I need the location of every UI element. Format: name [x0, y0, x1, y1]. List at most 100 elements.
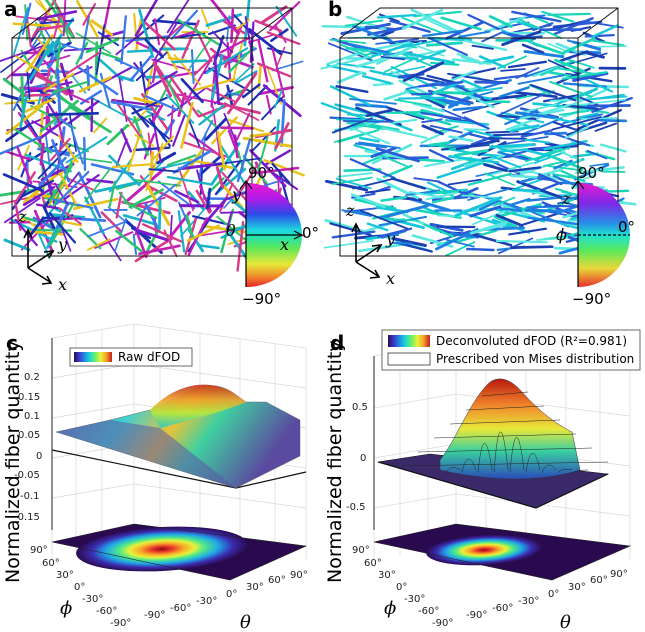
- fiber: [364, 188, 391, 194]
- fiber: [361, 74, 392, 85]
- fiber: [2, 173, 44, 193]
- fiber: [421, 118, 443, 124]
- fiber: [420, 111, 462, 121]
- fiber: [429, 124, 463, 134]
- fiber: [391, 241, 413, 245]
- fiber: [450, 160, 474, 171]
- legend-label-c: Raw dFOD: [118, 350, 180, 364]
- fiber: [29, 216, 45, 236]
- panel-label-d: d: [330, 331, 344, 355]
- svg-text:-60°: -60°: [418, 606, 439, 617]
- fiber: [111, 163, 151, 169]
- svg-text:-90°: -90°: [432, 618, 453, 629]
- fiber: [168, 74, 200, 118]
- fiber: [519, 165, 547, 176]
- fiber: [185, 214, 194, 238]
- fiber: [483, 195, 524, 211]
- fiber: [142, 223, 183, 243]
- fiber: [99, 72, 112, 109]
- fiber: [461, 194, 502, 200]
- fiber: [193, 52, 217, 76]
- fiber: [387, 110, 422, 114]
- fiber: [134, 236, 175, 263]
- fiber: [270, 28, 289, 43]
- fiber: [556, 149, 582, 162]
- fiber: [390, 118, 418, 124]
- fiber: [86, 65, 91, 91]
- fiber: [458, 30, 491, 38]
- fiber: [130, 104, 150, 128]
- fiber: [514, 19, 536, 29]
- fiber: [70, 128, 84, 165]
- fiber: [249, 132, 272, 138]
- fiber: [408, 191, 446, 199]
- fiber: [487, 154, 522, 169]
- legend-c: [69, 347, 193, 367]
- fiber: [3, 47, 43, 82]
- fiber: [48, 212, 77, 244]
- fiber: [37, 144, 72, 180]
- fiber: [0, 136, 41, 156]
- fiber: [383, 57, 416, 73]
- fiber: [180, 101, 194, 149]
- fiber: [325, 179, 369, 192]
- fiber: [275, 5, 298, 37]
- fiber: [226, 72, 258, 115]
- fiber: [448, 155, 500, 164]
- zticks-d: 0.5 0 -0.5: [346, 402, 368, 513]
- fiber: [426, 74, 459, 85]
- fiber: [104, 30, 126, 38]
- fiber: [500, 68, 526, 72]
- fiber: [146, 184, 171, 226]
- fiber: [261, 5, 288, 24]
- mesh-line: [461, 458, 477, 473]
- fiber: [471, 209, 507, 226]
- fiber: [131, 96, 168, 115]
- dfod-peak-d: [439, 378, 581, 480]
- fiber: [576, 112, 599, 120]
- fiber: [378, 13, 400, 23]
- fiber: [321, 24, 370, 29]
- fiber: [186, 224, 221, 242]
- fiber: [340, 22, 392, 36]
- fiber: [157, 180, 196, 210]
- svg-text:0°: 0°: [226, 589, 237, 600]
- panel-label-a: a: [4, 0, 18, 21]
- fiber: [235, 112, 251, 142]
- fiber: [335, 85, 369, 94]
- svg-text:-30°: -30°: [82, 594, 103, 605]
- legend-label-vonmises: Prescribed von Mises distribution: [436, 352, 634, 366]
- fiber: [51, 80, 89, 94]
- fiber: [448, 135, 474, 143]
- fiber: [554, 58, 585, 73]
- fiber: [36, 10, 78, 21]
- mesh-line: [465, 405, 545, 411]
- fiber: [359, 209, 409, 230]
- fiber: [451, 58, 492, 65]
- svg-text:-60°: -60°: [492, 603, 513, 614]
- mesh-line: [525, 452, 541, 473]
- fiber: [145, 95, 179, 112]
- svg-text:60°: 60°: [268, 575, 286, 586]
- fiber: [599, 143, 627, 153]
- fiber: [236, 220, 245, 272]
- fiber: [12, 22, 52, 27]
- fiber: [529, 83, 577, 102]
- fiber: [466, 247, 495, 252]
- mesh-line: [557, 469, 573, 473]
- fiber: [40, 19, 75, 25]
- fiber: [236, 138, 252, 183]
- fiber: [87, 220, 127, 238]
- fiber: [65, 51, 101, 75]
- mesh-line: [449, 419, 561, 425]
- fiber: [444, 21, 484, 40]
- fiber: [401, 16, 444, 34]
- fiber: [507, 60, 547, 69]
- fiber: [48, 111, 100, 117]
- fiber: [227, 129, 240, 157]
- fiber: [344, 19, 384, 27]
- fiber: [499, 207, 523, 212]
- fiber: [269, 1, 301, 32]
- fiber-network-b: [320, 8, 637, 257]
- svg-text:-60°: -60°: [170, 603, 191, 614]
